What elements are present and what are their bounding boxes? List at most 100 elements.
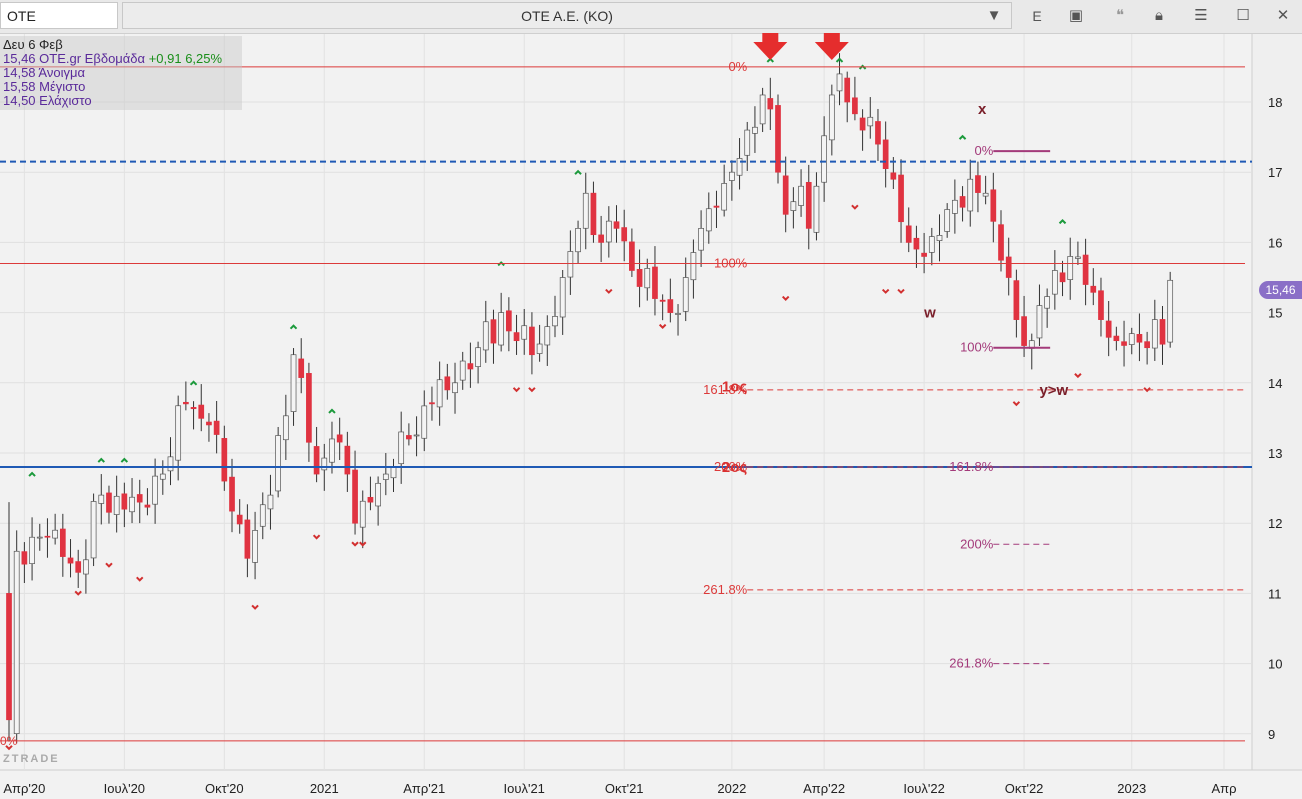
- candle-body: [382, 473, 389, 480]
- pivot-low-marker: [605, 288, 613, 294]
- x-tick-label: Οκτ'22: [1005, 781, 1044, 796]
- fib-level-label: 100%: [714, 255, 748, 270]
- candle-body: [190, 407, 197, 410]
- lock-icon[interactable]: 🔒︎: [1155, 7, 1163, 24]
- candle-body: [798, 185, 804, 206]
- pivot-high-marker: [958, 134, 967, 140]
- frame-icon[interactable]: ▣: [1068, 7, 1084, 24]
- info-high: 15,58 Μέγιστο: [3, 79, 86, 94]
- candle-body: [529, 326, 535, 356]
- candle-body: [582, 192, 589, 229]
- menu-icon[interactable]: ☰: [1194, 7, 1208, 24]
- candle-body: [498, 312, 505, 346]
- candle-body: [575, 228, 581, 253]
- candle-body: [828, 94, 835, 141]
- candle-body: [1113, 335, 1120, 342]
- pivot-high-marker: [1058, 218, 1067, 225]
- annotation-label: 2ος: [722, 459, 748, 476]
- price-chart[interactable]: 9 10 11 12 13 14 15 16 17 18 Απρ'20 Ιουλ'20 Οκτ'20 20…: [0, 33, 1302, 799]
- candle-body: [605, 220, 612, 243]
- x-tick-label: Ιουλ'22: [903, 781, 944, 796]
- candle-body: [1059, 272, 1066, 283]
- top-arrow-marker: [753, 33, 788, 60]
- candle-body: [782, 175, 789, 215]
- candle-body: [90, 501, 97, 559]
- candle-body: [875, 121, 881, 145]
- candle-body: [344, 445, 351, 475]
- candle-body: [744, 129, 751, 156]
- x-tick-label: Ιουλ'21: [504, 781, 545, 796]
- fib2-level-label: 200%: [960, 536, 994, 551]
- candle-body: [413, 434, 420, 437]
- maximize-icon[interactable]: ☐: [1236, 7, 1250, 24]
- candle-body: [513, 332, 520, 342]
- title-field[interactable]: OTE A.E. (KO): [122, 2, 1012, 29]
- candle-body: [1082, 254, 1089, 285]
- fib-level-label: 0%: [728, 59, 747, 74]
- pivot-high-marker: [28, 471, 36, 477]
- pivot-low-marker: [512, 387, 521, 393]
- candle-body: [1005, 256, 1012, 278]
- candle-body: [129, 496, 135, 513]
- y-tick-label: 11: [1268, 586, 1282, 601]
- annotation-label: w: [923, 305, 936, 322]
- candle-body: [429, 402, 435, 405]
- candle-body: [152, 475, 158, 505]
- pivot-low-marker: [105, 562, 113, 568]
- info-change: +0,91 6,25%: [148, 51, 223, 66]
- info-open: 14,58 Άνοιγμα: [3, 65, 85, 80]
- candle-body: [805, 181, 812, 229]
- chevron-down-icon[interactable]: ▼: [986, 7, 1002, 24]
- pivot-high-marker: [289, 324, 298, 330]
- x-tick-label: 2022: [717, 781, 746, 796]
- pivot-low-marker: [74, 590, 82, 596]
- y-axis-area: [1252, 34, 1302, 770]
- candle-body: [1067, 256, 1074, 280]
- e-button[interactable]: E: [1032, 8, 1042, 24]
- candle-body: [621, 227, 628, 242]
- candle-body: [844, 77, 851, 103]
- pivot-low-marker: [851, 204, 859, 210]
- candle-body: [867, 116, 874, 127]
- info-close: 15,46: [3, 51, 36, 66]
- candle-body: [859, 117, 866, 131]
- candle-body: [98, 494, 105, 504]
- candle-body: [175, 405, 182, 461]
- candle-body: [675, 313, 681, 315]
- candle-body: [406, 435, 412, 440]
- candle-body: [467, 363, 474, 370]
- pivot-high-marker: [97, 457, 105, 463]
- candle-body: [36, 536, 43, 539]
- candle-body: [882, 139, 889, 169]
- pivot-high-marker: [328, 408, 336, 414]
- candle-body: [659, 299, 666, 302]
- candle-body: [1151, 319, 1158, 349]
- candle-body: [444, 376, 451, 391]
- candle-body: [729, 171, 735, 181]
- y-tick-label: 17: [1268, 165, 1282, 180]
- candle-body: [198, 404, 205, 419]
- x-tick-label: 2021: [310, 781, 339, 796]
- candle-body: [252, 530, 258, 563]
- candle-body: [913, 237, 920, 250]
- candle-body: [367, 496, 374, 503]
- annotation-label: x: [978, 101, 987, 118]
- candle-body: [421, 405, 428, 439]
- candle-body: [490, 319, 497, 344]
- symbol-input[interactable]: [0, 2, 118, 29]
- comment-icon[interactable]: ❝: [1115, 7, 1125, 24]
- candle-body: [967, 178, 974, 212]
- candle-body: [1167, 279, 1174, 343]
- candle-body: [221, 438, 228, 482]
- candle-body: [682, 277, 689, 312]
- close-icon[interactable]: ✕: [1276, 7, 1290, 24]
- candle-body: [1128, 333, 1135, 345]
- candle-body: [1044, 296, 1051, 309]
- fib-level-label: 261.8%: [703, 582, 748, 597]
- candle-body: [759, 94, 766, 125]
- quote-info-panel: Δευ 6 Φεβ 15,46 OTE.gr Εβδομάδα +0,91 6,…: [0, 36, 242, 110]
- candle-body: [767, 98, 774, 110]
- candle-body: [852, 97, 858, 115]
- candle-body: [229, 476, 235, 512]
- pivot-high-marker: [120, 457, 129, 463]
